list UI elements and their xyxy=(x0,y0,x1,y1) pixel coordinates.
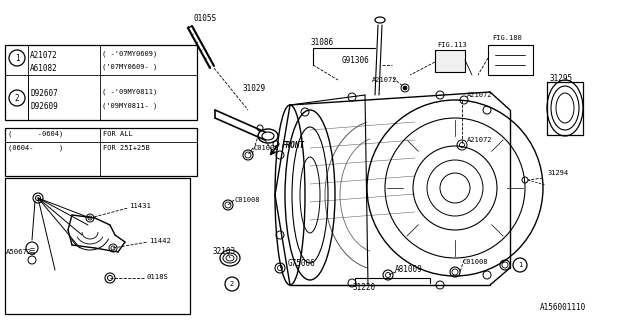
Bar xyxy=(435,50,465,72)
Text: A21072: A21072 xyxy=(467,92,493,98)
Text: 1: 1 xyxy=(518,262,522,268)
Text: D92609: D92609 xyxy=(30,101,58,110)
Circle shape xyxy=(403,86,407,90)
Text: FOR ALL: FOR ALL xyxy=(103,131,132,137)
Text: ('09MY0811- ): ('09MY0811- ) xyxy=(102,103,157,109)
Text: A81009: A81009 xyxy=(395,266,423,275)
Text: G75006: G75006 xyxy=(288,259,316,268)
Text: 31029: 31029 xyxy=(242,84,265,92)
Text: A21072: A21072 xyxy=(372,77,397,83)
Text: 1: 1 xyxy=(15,53,19,62)
Text: A61082: A61082 xyxy=(30,63,58,73)
Text: 31220: 31220 xyxy=(352,283,375,292)
Text: C01008: C01008 xyxy=(253,145,278,151)
Text: (      -0604): ( -0604) xyxy=(8,131,63,137)
Text: 0118S: 0118S xyxy=(146,274,168,280)
Text: 11431: 11431 xyxy=(129,203,151,209)
Text: 31086: 31086 xyxy=(310,37,333,46)
Bar xyxy=(5,128,197,176)
Text: A21072: A21072 xyxy=(467,137,493,143)
Text: A50672: A50672 xyxy=(6,249,32,255)
Text: A21072: A21072 xyxy=(30,51,58,60)
Text: 32103: 32103 xyxy=(212,247,235,257)
Text: 2: 2 xyxy=(15,93,19,102)
Text: 2: 2 xyxy=(230,281,234,287)
Text: C01008: C01008 xyxy=(462,259,488,265)
Text: FIG.113: FIG.113 xyxy=(437,42,467,48)
Text: C01008: C01008 xyxy=(234,197,259,203)
Text: ('07MY0609- ): ('07MY0609- ) xyxy=(102,64,157,70)
Bar xyxy=(5,178,190,314)
Text: A156001110: A156001110 xyxy=(540,303,586,313)
Text: 11442: 11442 xyxy=(149,238,171,244)
Text: (0604-      ): (0604- ) xyxy=(8,145,63,151)
Text: FOR 25I+25B: FOR 25I+25B xyxy=(103,145,150,151)
Bar xyxy=(488,45,533,75)
Text: 31294: 31294 xyxy=(548,170,569,176)
Text: D92607: D92607 xyxy=(30,89,58,98)
Text: 31295: 31295 xyxy=(550,74,573,83)
Text: FIG.180: FIG.180 xyxy=(492,35,522,41)
Text: FRONT: FRONT xyxy=(282,140,305,149)
Text: ( -'09MY0811): ( -'09MY0811) xyxy=(102,89,157,95)
Text: 0105S: 0105S xyxy=(193,13,216,22)
Text: ( -'07MY0609): ( -'07MY0609) xyxy=(102,51,157,57)
Text: G91306: G91306 xyxy=(342,55,370,65)
Bar xyxy=(5,45,197,120)
